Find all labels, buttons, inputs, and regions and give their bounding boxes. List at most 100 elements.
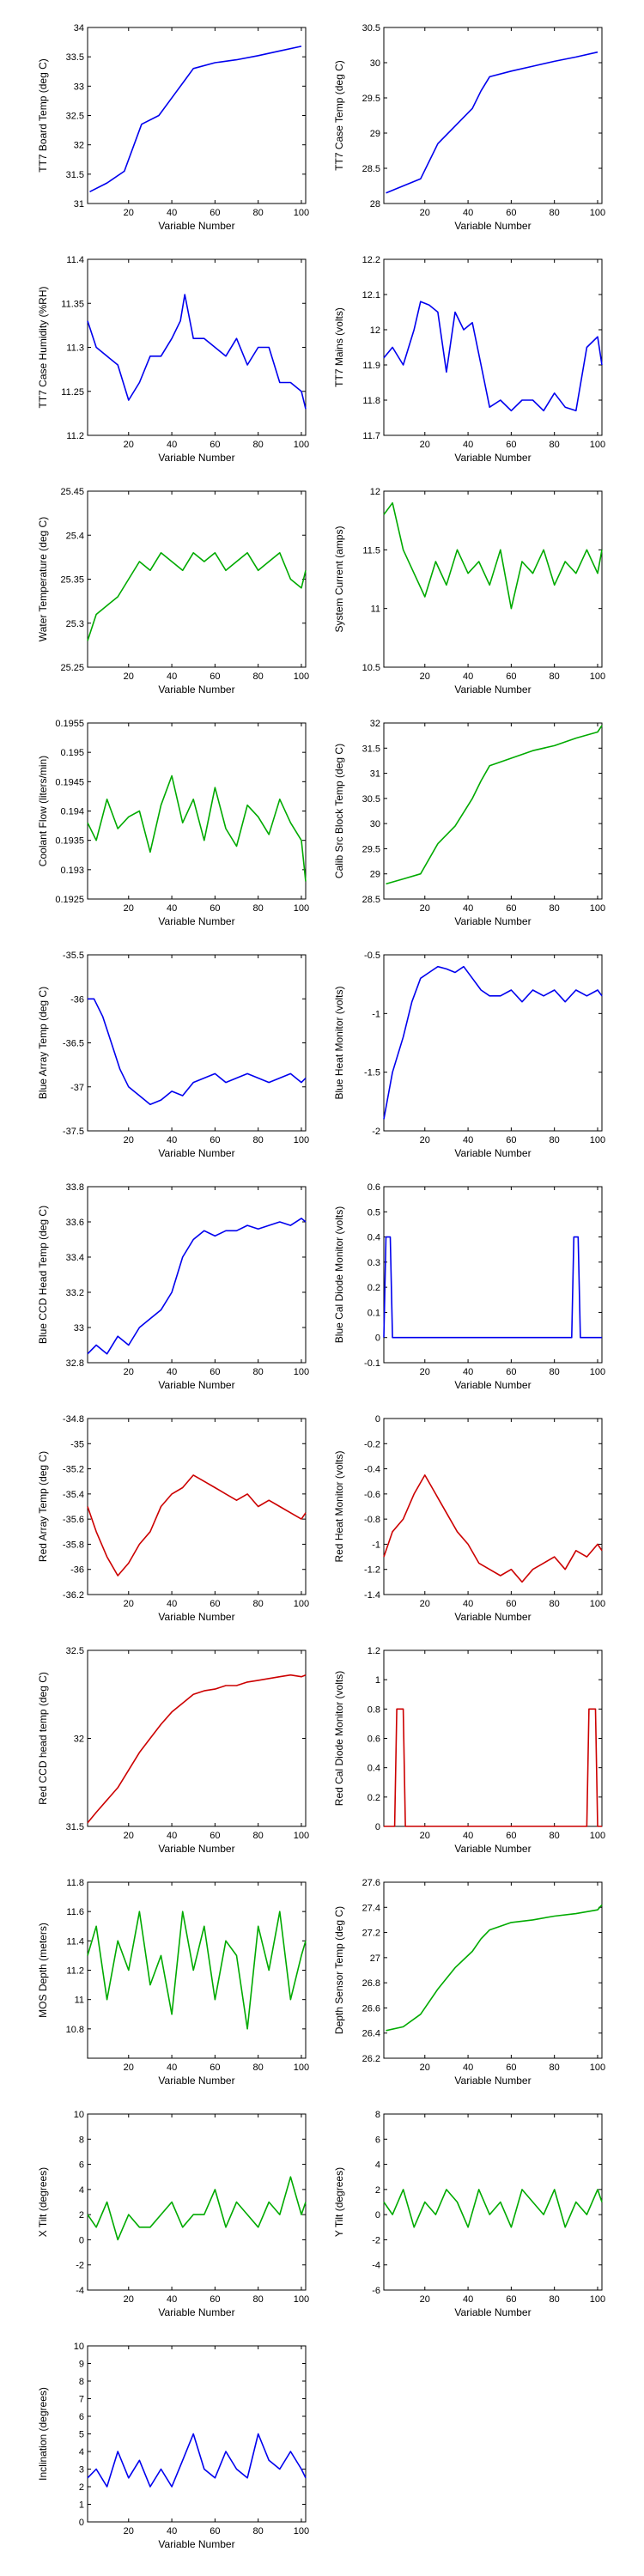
series-line — [383, 301, 603, 412]
x-tick-label: 80 — [253, 440, 264, 450]
y-tick-label: 33 — [74, 1323, 84, 1334]
y-tick-label: 6 — [375, 2135, 380, 2145]
y-tick-label: 30.5 — [362, 23, 380, 33]
x-tick-label: 100 — [590, 440, 605, 450]
series-line — [386, 1904, 603, 2032]
x-tick-label: 20 — [420, 2063, 430, 2073]
x-axis-label: Variable Number — [454, 1843, 531, 1855]
x-tick-label: 80 — [550, 440, 560, 450]
x-axis-label: Variable Number — [454, 683, 531, 696]
y-tick-label: -37.5 — [63, 1127, 84, 1137]
chart-4: 20 40 60 80 100 11.7 11.8 11.9 12 12.1 12.2 Variabl… — [333, 255, 605, 464]
y-tick-label: 32.8 — [66, 1358, 84, 1369]
y-tick-label: 25.45 — [60, 487, 84, 497]
y-axis-label: TT7 Mains (volts) — [333, 307, 345, 387]
y-tick-label: 27.2 — [362, 1929, 380, 1939]
y-tick-label: -0.8 — [364, 1515, 380, 1525]
x-tick-label: 40 — [167, 1831, 177, 1841]
y-tick-label: 8 — [79, 2135, 84, 2145]
y-tick-label: 0.4 — [368, 1764, 380, 1774]
chart-15: 20 40 60 80 100 31.5 32 32.5 Variable Number Red … — [37, 1646, 309, 1855]
y-tick-label: 1 — [375, 1675, 380, 1686]
chart-13: 20 40 60 80 100 -36.2 -36 -35.8 -35.6 -35.4 -35.2 -… — [37, 1414, 309, 1623]
x-tick-label: 40 — [463, 208, 473, 218]
x-tick-label: 20 — [124, 671, 134, 682]
plot-frame — [383, 722, 603, 900]
y-tick-label: -1 — [372, 1540, 380, 1550]
series-line — [383, 1474, 603, 1583]
plot-frame — [383, 2113, 603, 2291]
x-tick-label: 20 — [124, 903, 134, 914]
x-tick-label: 20 — [420, 2294, 430, 2305]
y-tick-label: 33.2 — [66, 1288, 84, 1298]
x-tick-label: 80 — [253, 1831, 264, 1841]
x-tick-label: 100 — [294, 2063, 309, 2073]
x-tick-label: 60 — [506, 1599, 516, 1609]
y-tick-label: 32.5 — [66, 112, 84, 122]
y-tick-label: 11.35 — [61, 299, 84, 309]
x-tick-label: 60 — [210, 440, 220, 450]
plot-frame — [383, 258, 603, 436]
x-tick-label: 80 — [550, 1831, 560, 1841]
chart-18: 20 40 60 80 100 26.2 26.4 26.6 26.8 27 27.2 27.4 27.… — [333, 1878, 605, 2087]
x-tick-label: 20 — [124, 1135, 134, 1145]
x-tick-label: 80 — [253, 2294, 264, 2305]
x-axis-label: Variable Number — [158, 1611, 234, 1623]
x-tick-label: 100 — [294, 1599, 309, 1609]
series-line — [386, 725, 603, 885]
y-axis-label: Y Tilt (degrees) — [333, 2167, 345, 2237]
series-line — [383, 2189, 603, 2228]
y-tick-label: 0 — [79, 2518, 84, 2528]
x-tick-label: 60 — [210, 2294, 220, 2305]
x-tick-label: 20 — [420, 671, 430, 682]
y-tick-label: -1.4 — [364, 1590, 380, 1601]
x-axis-label: Variable Number — [454, 1611, 531, 1623]
y-tick-label: 27.6 — [362, 1878, 380, 1888]
y-tick-label: 10.5 — [362, 663, 380, 673]
plot-frame — [87, 954, 307, 1132]
x-tick-label: 100 — [590, 2294, 605, 2305]
y-tick-label: 0.1 — [368, 1308, 380, 1318]
y-axis-label: Coolant Flow (liters/min) — [37, 756, 49, 866]
y-tick-label: -35.5 — [63, 951, 84, 961]
x-axis-label: Variable Number — [158, 915, 234, 927]
y-tick-label: 0.5 — [368, 1207, 380, 1218]
x-tick-label: 40 — [463, 1367, 473, 1377]
y-tick-label: 11 — [371, 605, 380, 615]
y-tick-label: 11.7 — [362, 431, 380, 441]
y-tick-label: 8 — [79, 2377, 84, 2387]
y-axis-label: TT7 Case Humidity (%RH) — [37, 286, 49, 408]
x-tick-label: 100 — [590, 1135, 605, 1145]
y-axis-label: MOS Depth (meters) — [37, 1923, 49, 2018]
y-tick-label: 25.3 — [66, 619, 84, 629]
series-line — [384, 1708, 602, 1827]
x-tick-label: 40 — [167, 1599, 177, 1609]
x-tick-label: 60 — [210, 1599, 220, 1609]
y-tick-label: -1.2 — [364, 1565, 380, 1576]
y-tick-label: 4 — [375, 2160, 380, 2171]
x-tick-label: 60 — [506, 2063, 516, 2073]
y-tick-label: 0.1935 — [55, 836, 84, 847]
y-axis-label: Red Cal Diode Monitor (volts) — [333, 1671, 345, 1806]
y-tick-label: 9 — [79, 2360, 84, 2370]
y-tick-label: 32.5 — [66, 1646, 84, 1656]
y-tick-label: 0 — [79, 2235, 84, 2245]
plot-frame — [87, 1186, 307, 1364]
x-axis-label: Variable Number — [454, 220, 531, 232]
x-tick-label: 100 — [294, 2526, 309, 2537]
y-tick-label: 0.2 — [368, 1793, 380, 1803]
y-tick-label: 5 — [79, 2430, 84, 2440]
x-axis-label: Variable Number — [454, 915, 531, 927]
x-axis-label: Variable Number — [158, 1147, 234, 1159]
plot-frame — [87, 1881, 307, 2059]
x-tick-label: 20 — [124, 208, 134, 218]
y-axis-label: Red Heat Monitor (volts) — [333, 1450, 345, 1562]
y-tick-label: 12.1 — [362, 290, 380, 301]
x-tick-label: 20 — [420, 1831, 430, 1841]
x-tick-label: 60 — [210, 1831, 220, 1841]
x-tick-label: 60 — [210, 2063, 220, 2073]
y-axis-label: Calib Src Block Temp (deg C) — [333, 744, 345, 878]
plot-frame — [383, 490, 603, 668]
y-tick-label: 31 — [370, 769, 380, 780]
series-line — [87, 294, 307, 410]
